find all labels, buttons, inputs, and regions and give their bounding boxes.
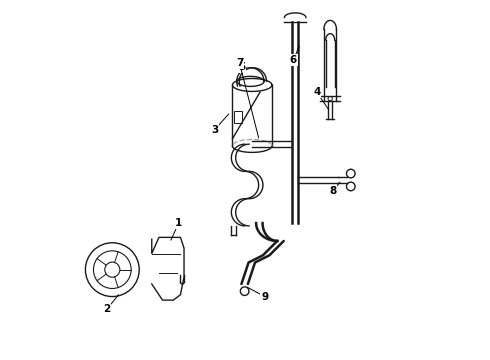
Text: 3: 3	[211, 125, 218, 135]
Text: 2: 2	[103, 304, 111, 314]
Text: 1: 1	[175, 218, 182, 228]
Text: 4: 4	[313, 87, 320, 97]
Text: 8: 8	[329, 186, 337, 196]
Text: 7: 7	[236, 58, 244, 68]
Text: 9: 9	[261, 292, 269, 302]
Bar	[234, 111, 242, 123]
Text: 5: 5	[238, 62, 245, 72]
Text: 6: 6	[290, 55, 297, 65]
